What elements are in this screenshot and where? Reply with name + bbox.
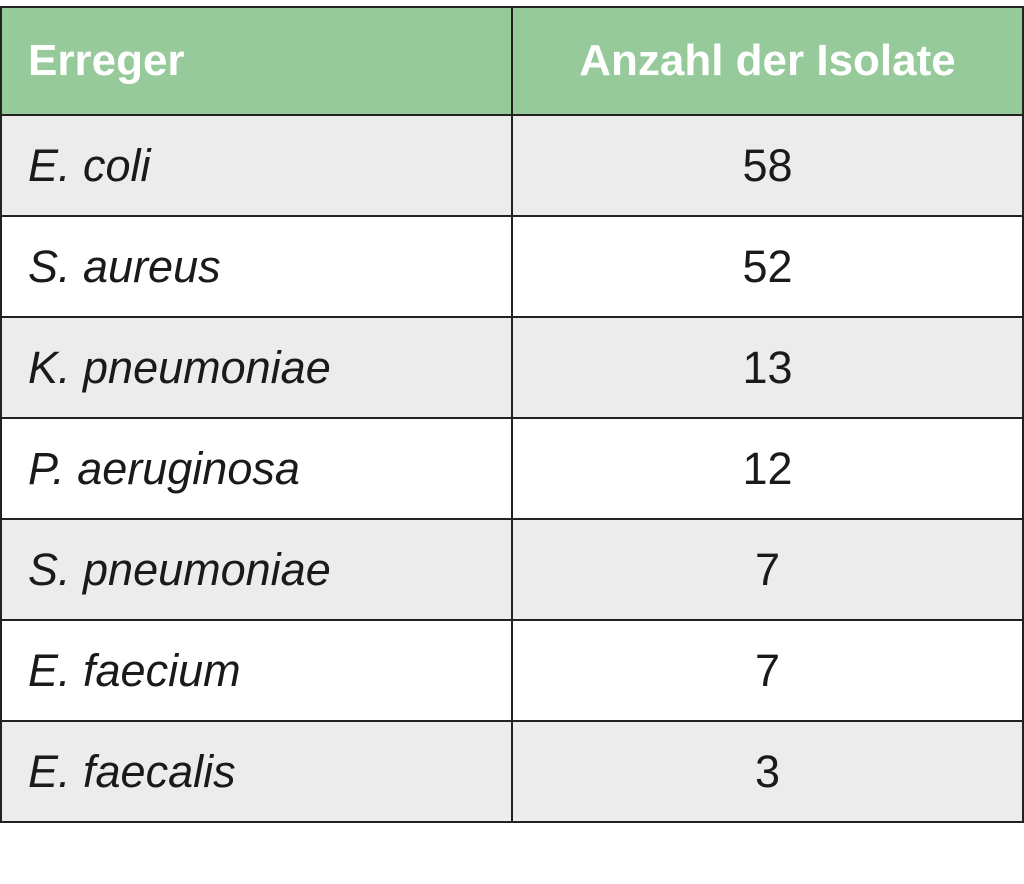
- isolate-count-cell: 3: [511, 720, 1024, 823]
- header-row: Erreger Anzahl der Isolate: [0, 6, 1024, 116]
- pathogen-name-cell: E. faecalis: [0, 720, 513, 823]
- pathogen-name-cell: S. aureus: [0, 215, 513, 318]
- pathogen-name-cell: S. pneumoniae: [0, 518, 513, 621]
- table-container: Erreger Anzahl der Isolate E. coli 58 S. a…: [0, 6, 1024, 823]
- table-row: K. pneumoniae 13: [0, 316, 1024, 419]
- isolate-count-cell: 7: [511, 619, 1024, 722]
- isolate-count-cell: 7: [511, 518, 1024, 621]
- table-row: S. pneumoniae 7: [0, 518, 1024, 621]
- isolate-count-cell: 58: [511, 114, 1024, 217]
- table-row: E. coli 58: [0, 114, 1024, 217]
- table-body: E. coli 58 S. aureus 52 K. pneumoniae 13 P. ae…: [0, 114, 1024, 823]
- pathogen-name-cell: E. faecium: [0, 619, 513, 722]
- column-header-pathogen: Erreger: [0, 6, 513, 116]
- pathogen-name-cell: K. pneumoniae: [0, 316, 513, 419]
- pathogen-table: Erreger Anzahl der Isolate E. coli 58 S. a…: [0, 6, 1024, 823]
- table-row: E. faecalis 3: [0, 720, 1024, 823]
- table-row: P. aeruginosa 12: [0, 417, 1024, 520]
- column-header-isolate-count: Anzahl der Isolate: [511, 6, 1024, 116]
- pathogen-name-cell: P. aeruginosa: [0, 417, 513, 520]
- table-row: S. aureus 52: [0, 215, 1024, 318]
- pathogen-name-cell: E. coli: [0, 114, 513, 217]
- isolate-count-cell: 12: [511, 417, 1024, 520]
- isolate-count-cell: 52: [511, 215, 1024, 318]
- table-row: E. faecium 7: [0, 619, 1024, 722]
- isolate-count-cell: 13: [511, 316, 1024, 419]
- table-header: Erreger Anzahl der Isolate: [0, 6, 1024, 116]
